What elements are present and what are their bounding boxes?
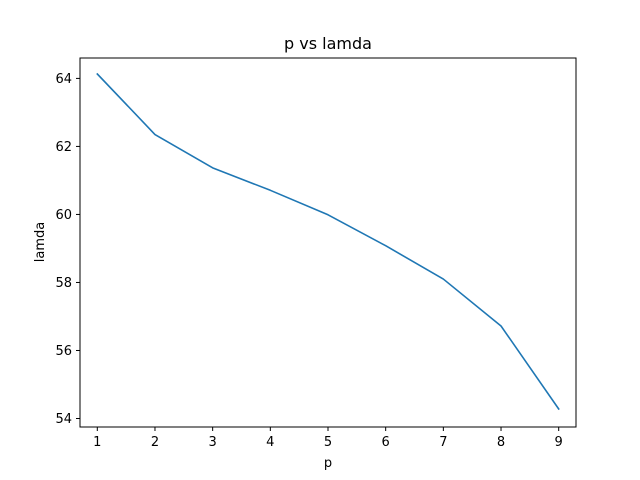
x-tick-label: 2 [151, 435, 159, 450]
x-tick-label: 8 [497, 435, 505, 450]
x-tick-label: 9 [555, 435, 563, 450]
x-tick-label: 7 [439, 435, 447, 450]
x-tick-label: 5 [324, 435, 332, 450]
x-tick-label: 4 [266, 435, 274, 450]
plot-area [80, 58, 576, 427]
y-tick-label: 56 [55, 344, 72, 359]
y-tick-label: 62 [55, 140, 72, 155]
plot-frame [79, 57, 577, 428]
chart-title: p vs lamda [284, 34, 372, 53]
y-tick-label: 58 [55, 276, 72, 291]
y-tick-label: 54 [55, 412, 72, 427]
series-line [96, 72, 560, 411]
y-axis-label: lamda [33, 222, 48, 262]
x-tick-label: 6 [382, 435, 390, 450]
x-axis-label: p [324, 456, 332, 471]
x-tick-label: 1 [93, 435, 101, 450]
x-tick-label: 3 [209, 435, 217, 450]
y-tick-label: 60 [55, 208, 72, 223]
x-axis-ticks: 1 2 3 4 5 6 7 8 9 [93, 427, 563, 450]
series-layer [96, 72, 560, 411]
y-axis-ticks: 54 56 58 60 62 64 [55, 72, 80, 427]
y-tick-label: 64 [55, 72, 72, 87]
